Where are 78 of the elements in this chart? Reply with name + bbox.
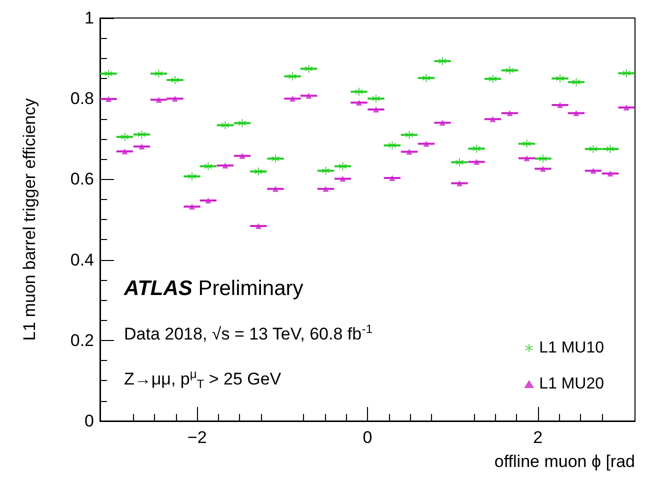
point [406, 148, 412, 155]
y-tick-label: 0.4 [70, 250, 94, 270]
point [221, 121, 230, 130]
point [373, 106, 380, 112]
point [138, 130, 146, 138]
point [354, 88, 363, 96]
annotation: ATLAS Preliminary [123, 277, 304, 300]
point [506, 66, 514, 74]
point [490, 116, 496, 122]
y-tick-label: 1 [84, 8, 94, 28]
point [239, 152, 246, 159]
point [606, 144, 614, 153]
point [388, 141, 396, 150]
point [205, 198, 212, 204]
point [120, 132, 129, 141]
point [372, 94, 380, 103]
y-tick-label: 0.2 [70, 330, 94, 350]
point [456, 158, 464, 166]
point [522, 140, 531, 148]
point [622, 69, 630, 78]
point [474, 158, 480, 165]
point [356, 100, 362, 106]
x-axis-title: offline muon ϕ [rad [494, 452, 635, 471]
point [170, 76, 179, 84]
point [623, 104, 630, 110]
point [340, 176, 346, 182]
point [540, 166, 546, 172]
point [556, 74, 564, 82]
point [456, 180, 463, 186]
point [138, 144, 145, 150]
y-tick-label: 0 [84, 412, 94, 430]
point [538, 154, 547, 163]
point [290, 96, 296, 102]
point [590, 168, 596, 174]
point [304, 64, 313, 73]
point [106, 96, 112, 102]
legend-label: L1 MU20 [539, 376, 604, 392]
point [189, 204, 196, 210]
x-tick-label: 2 [533, 428, 543, 447]
point [607, 170, 614, 177]
point [271, 154, 280, 163]
point [338, 162, 347, 170]
point [439, 120, 446, 126]
point [572, 78, 580, 86]
point [238, 119, 246, 128]
point [422, 74, 430, 82]
point [272, 186, 278, 192]
point [156, 96, 162, 103]
point [306, 92, 312, 99]
point [255, 222, 262, 229]
x-tick-label: 0 [362, 428, 372, 447]
point [524, 155, 530, 162]
point [172, 96, 178, 102]
point [104, 70, 113, 78]
legend-label: L1 MU10 [539, 340, 604, 356]
point [488, 74, 497, 83]
point [472, 144, 481, 153]
point [322, 186, 329, 192]
point [222, 162, 228, 168]
point [288, 72, 297, 80]
point [405, 130, 414, 139]
point [188, 172, 196, 180]
y-tick-label: 0.6 [70, 170, 94, 189]
y-axis-title: L1 muon barrel trigger efficiency [20, 98, 39, 341]
point [389, 174, 396, 181]
point [322, 166, 330, 175]
point [589, 144, 598, 153]
point [438, 57, 446, 66]
point [254, 168, 262, 176]
point [423, 140, 430, 147]
point [154, 70, 163, 78]
point [204, 162, 212, 170]
point [122, 148, 128, 154]
point [573, 110, 580, 116]
point [506, 110, 513, 116]
x-tick-label: −2 [187, 428, 207, 447]
point [557, 102, 564, 108]
y-tick-label: 0.8 [70, 89, 94, 108]
